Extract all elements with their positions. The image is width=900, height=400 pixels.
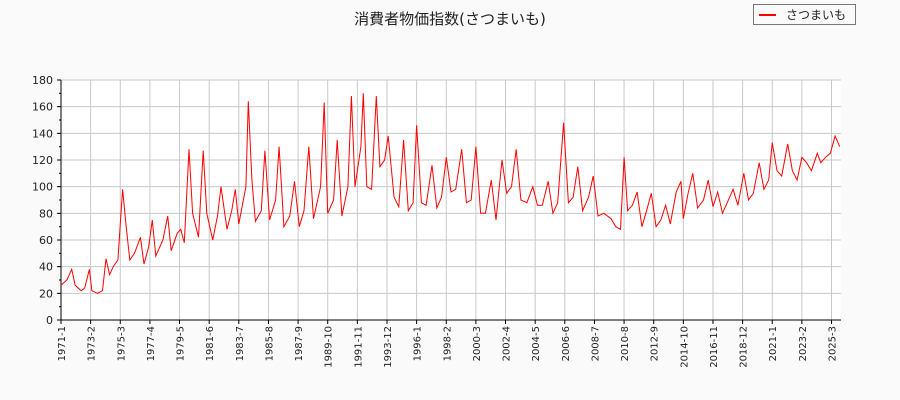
x-tick-label: 2004-5 (531, 326, 542, 361)
x-tick-label: 2023-2 (798, 326, 809, 361)
y-tick-label: 140 (32, 127, 53, 140)
y-tick-label: 160 (32, 101, 53, 114)
x-tick-label: 1996-1 (413, 326, 424, 361)
legend-line-icon (759, 13, 776, 16)
x-tick-label: 2012-9 (650, 326, 661, 361)
y-tick-label: 120 (32, 154, 53, 167)
y-tick-label: 20 (39, 287, 53, 300)
x-tick-label: 2025-3 (828, 326, 839, 361)
y-tick-label: 40 (39, 261, 53, 274)
y-tick-label: 180 (32, 74, 53, 87)
x-tick-label: 2016-11 (709, 326, 720, 368)
x-tick-label: 2008-7 (590, 326, 601, 361)
x-axis-labels: 1971-1 1973-2 1975-3 1977-4 1979-5 1981-6 1983… (57, 326, 839, 368)
y-tick-label: 0 (46, 314, 53, 327)
x-tick-label: 2021-1 (768, 326, 779, 361)
x-tick-label: 2014-10 (679, 326, 690, 368)
legend: さつまいも (753, 4, 856, 25)
y-tick-label: 100 (32, 181, 53, 194)
x-tick-label: 2006-6 (561, 326, 572, 361)
x-tick-label: 2002-4 (502, 326, 513, 361)
y-tick-label: 80 (39, 207, 53, 220)
series-line-satsumaimo (60, 93, 841, 294)
x-tick-label: 1979-5 (176, 326, 187, 361)
x-tick-label: 1989-10 (324, 326, 335, 368)
x-tick-label: 1998-2 (442, 326, 453, 361)
y-axis-labels: 0 20 40 60 80 100 120 140 160 180 (32, 74, 53, 327)
legend-label: さつまいも (786, 8, 847, 22)
x-tick-label: 1993-12 (383, 326, 394, 368)
x-tick-label: 1985-8 (264, 326, 275, 361)
x-tick-label: 1987-9 (294, 326, 305, 361)
grid-lines (60, 79, 841, 320)
x-tick-label: 1981-6 (205, 326, 216, 361)
plot-area (61, 80, 841, 320)
x-tick-label: 1971-1 (57, 326, 68, 361)
x-tick-label: 2010-8 (620, 326, 631, 361)
chart-title: 消費者物価指数(さつまいも) (354, 10, 546, 28)
x-tick-label: 2000-3 (472, 326, 483, 361)
x-tick-label: 1977-4 (146, 326, 157, 361)
y-tick-label: 60 (39, 234, 53, 247)
x-tick-label: 1975-3 (116, 326, 127, 361)
axes (57, 79, 841, 324)
x-tick-label: 1973-2 (87, 326, 98, 361)
x-tick-label: 1991-11 (353, 326, 364, 368)
x-tick-label: 1983-7 (235, 326, 246, 361)
x-tick-label: 2018-12 (739, 326, 750, 368)
